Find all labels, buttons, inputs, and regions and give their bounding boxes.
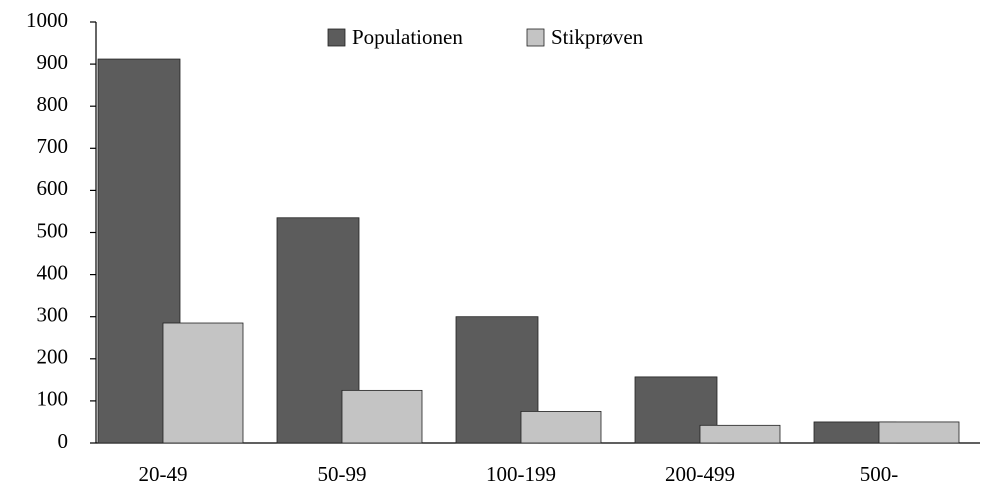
legend-label: Populationen [352, 25, 463, 49]
y-tick-label: 400 [37, 260, 69, 284]
x-tick-label: 100-199 [486, 462, 556, 486]
y-tick-label: 200 [37, 345, 69, 369]
bar [699, 424, 781, 444]
bar [520, 411, 602, 444]
x-tick-label: 20-49 [139, 462, 188, 486]
y-tick-label: 900 [37, 50, 69, 74]
y-tick-label: 0 [58, 429, 69, 453]
y-tick-label: 100 [37, 387, 69, 411]
x-tick-label: 50-99 [318, 462, 367, 486]
y-tick-label: 800 [37, 92, 69, 116]
bar [341, 389, 423, 444]
y-tick-label: 300 [37, 303, 69, 327]
y-tick-label: 500 [37, 218, 69, 242]
bar [162, 322, 244, 444]
legend-label: Stikprøven [551, 25, 644, 49]
bar [878, 421, 960, 444]
y-tick-label: 1000 [26, 8, 68, 32]
legend-swatch [327, 28, 346, 47]
y-tick-label: 600 [37, 176, 69, 200]
x-tick-label: 500- [860, 462, 899, 486]
legend-swatch [526, 28, 545, 47]
y-tick-label: 700 [37, 134, 69, 158]
x-tick-label: 200-499 [665, 462, 735, 486]
